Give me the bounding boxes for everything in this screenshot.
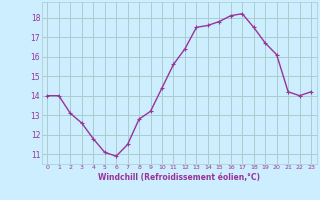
X-axis label: Windchill (Refroidissement éolien,°C): Windchill (Refroidissement éolien,°C)	[98, 173, 260, 182]
